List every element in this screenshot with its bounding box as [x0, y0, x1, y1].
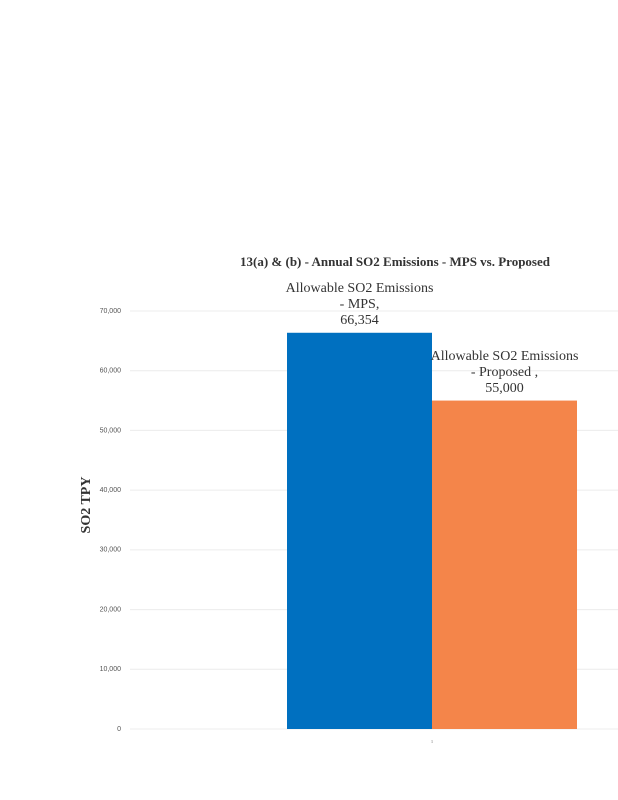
data-label-name: Allowable SO2 Emissions - Proposed , [430, 348, 579, 380]
bar [432, 400, 577, 729]
data-label-value: 55,000 [485, 380, 524, 396]
x-tick-label: 1 [431, 739, 433, 744]
y-tick-label: 0 [117, 726, 121, 733]
y-tick-label: 10,000 [100, 666, 122, 673]
data-label-value: 66,354 [340, 312, 379, 328]
data-label-name: Allowable SO2 Emissions - MPS, [285, 280, 434, 312]
y-tick-label: 60,000 [100, 368, 122, 375]
y-axis-label: SO2 TPY [79, 477, 94, 534]
y-tick-label: 40,000 [100, 487, 122, 494]
y-tick-label: 30,000 [100, 547, 122, 554]
chart-title: 13(a) & (b) - Annual SO2 Emissions - MPS… [240, 254, 551, 269]
y-tick-label: 70,000 [100, 308, 122, 315]
y-tick-label: 20,000 [100, 606, 122, 613]
y-tick-label: 50,000 [100, 427, 122, 434]
bar [287, 332, 432, 729]
